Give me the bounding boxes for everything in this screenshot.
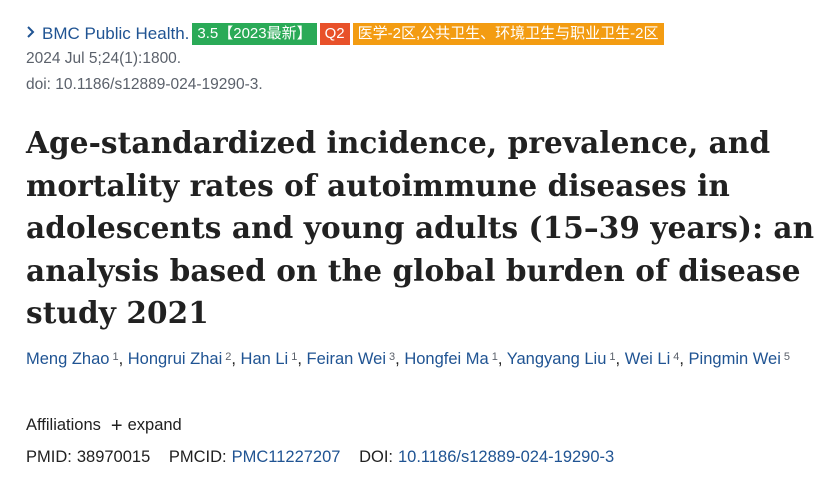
doi-info: doi: 10.1186/s12889-024-19290-3. <box>26 76 263 93</box>
author-item: Han Li 1 <box>241 350 298 368</box>
author-name-link[interactable]: Hongfei Ma <box>404 350 489 368</box>
chevron-right-icon[interactable] <box>26 25 36 43</box>
affiliation-number[interactable]: 4 <box>673 351 680 363</box>
author-separator: , <box>231 350 241 368</box>
author-name-link[interactable]: Meng Zhao <box>26 350 110 368</box>
author-separator: , <box>395 350 405 368</box>
pmid-value: 38970015 <box>76 448 151 466</box>
identifiers-row: PMID: 38970015 PMCID: PMC11227207 DOI: 10.1… <box>26 448 614 467</box>
affiliation-number[interactable]: 2 <box>225 351 232 363</box>
category-badge: 医学-2区,公共卫生、环境卫生与职业卫生-2区 <box>352 23 664 45</box>
pmcid-label: PMCID: <box>168 448 227 466</box>
author-name-link[interactable]: Han Li <box>240 350 289 368</box>
affiliation-number[interactable]: 1 <box>112 351 119 363</box>
article-title: Age-standardized incidence, prevalence, … <box>26 125 815 330</box>
author-item: Meng Zhao 1 <box>26 350 119 368</box>
journal-name-link[interactable]: BMC Public Health. <box>42 24 190 43</box>
author-separator: , <box>615 350 625 368</box>
author-separator: , <box>118 350 128 368</box>
doi-link[interactable]: 10.1186/s12889-024-19290-3 <box>397 448 615 466</box>
author-item: Yangyang Liu 1 <box>507 350 616 368</box>
affiliations-row: Affiliations + expand <box>26 414 182 437</box>
author-name-link[interactable]: Feiran Wei <box>306 350 387 368</box>
affiliation-number[interactable]: 1 <box>491 351 498 363</box>
affiliation-number[interactable]: 1 <box>291 351 298 363</box>
affiliation-number[interactable]: 5 <box>783 351 790 363</box>
pmid-label: PMID: <box>26 448 72 466</box>
pmcid-link[interactable]: PMC11227207 <box>231 448 341 466</box>
author-name-link[interactable]: Pingmin Wei <box>688 350 781 368</box>
author-item: Wei Li 4 <box>625 350 680 368</box>
author-name-link[interactable]: Hongrui Zhai <box>127 350 223 368</box>
citation-info: 2024 Jul 5;24(1):1800. <box>26 50 182 67</box>
author-separator: , <box>497 350 507 368</box>
author-separator: , <box>679 350 689 368</box>
expand-affiliations-button[interactable]: + expand <box>110 414 182 437</box>
author-name-link[interactable]: Yangyang Liu <box>506 350 607 368</box>
author-item: Hongrui Zhai 2 <box>128 350 232 368</box>
plus-icon: + <box>110 414 123 437</box>
author-separator: , <box>297 350 307 368</box>
author-item: Hongfei Ma 1 <box>404 350 498 368</box>
doi-label: DOI: <box>359 448 393 466</box>
affiliation-number[interactable]: 3 <box>389 351 396 363</box>
journal-line: BMC Public Health. 3.5【2023最新】 Q2 医学-2区,… <box>26 22 664 46</box>
quartile-badge: Q2 <box>319 23 350 45</box>
affiliation-number[interactable]: 1 <box>609 351 616 363</box>
expand-label: expand <box>127 416 182 434</box>
author-item: Pingmin Wei 5 <box>689 350 790 368</box>
author-item: Feiran Wei 3 <box>307 350 396 368</box>
author-list: Meng Zhao 1, Hongrui Zhai 2, Han Li 1, Feir… <box>26 346 806 373</box>
author-name-link[interactable]: Wei Li <box>624 350 671 368</box>
impact-factor-badge: 3.5【2023最新】 <box>192 23 317 45</box>
affiliations-label: Affiliations <box>26 416 101 434</box>
